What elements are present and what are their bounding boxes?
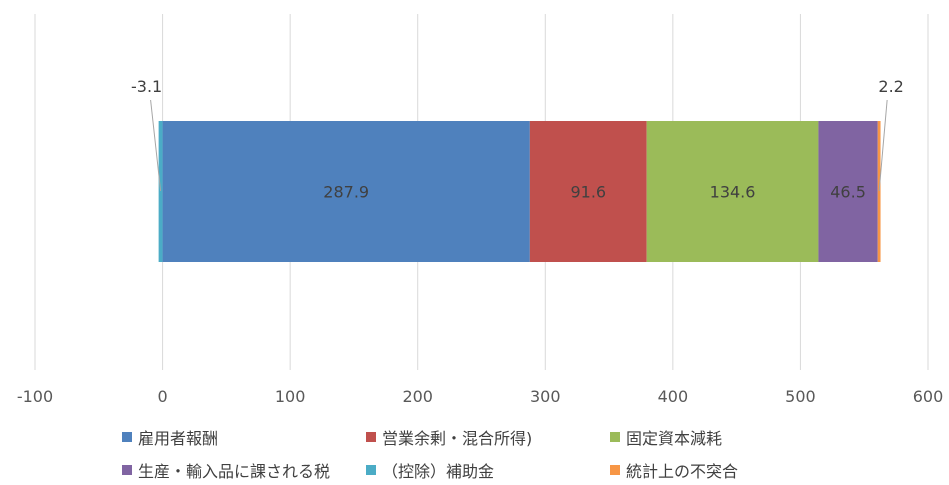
bars [158, 121, 881, 262]
data-label: 134.6 [710, 183, 756, 202]
leader-line [150, 99, 162, 192]
x-tick-label: -100 [17, 387, 53, 406]
bar-segment [529, 121, 647, 262]
data-label: 91.6 [570, 183, 606, 202]
x-tick-label: 200 [402, 387, 433, 406]
data-label: -3.1 [131, 77, 162, 96]
x-tick-label: 500 [785, 387, 816, 406]
bar-segment [162, 121, 530, 262]
bar-segment [158, 121, 163, 262]
x-tick-label: 400 [658, 387, 689, 406]
data-labels: 287.9 91.6 134.6 46.5 -3.1 2.2 [131, 77, 904, 202]
x-axis-ticks: -100 0 100 200 300 400 500 600 [17, 387, 943, 406]
bar-segment [818, 121, 878, 262]
data-label: 287.9 [323, 183, 369, 202]
bar-segment [646, 121, 819, 262]
data-label: 2.2 [878, 77, 903, 96]
leader-line [878, 99, 888, 192]
data-label: 46.5 [830, 183, 866, 202]
x-tick-label: 600 [913, 387, 944, 406]
x-tick-label: 0 [157, 387, 167, 406]
x-tick-label: 100 [275, 387, 306, 406]
x-tick-label: 300 [530, 387, 561, 406]
bar-segment [877, 121, 881, 262]
